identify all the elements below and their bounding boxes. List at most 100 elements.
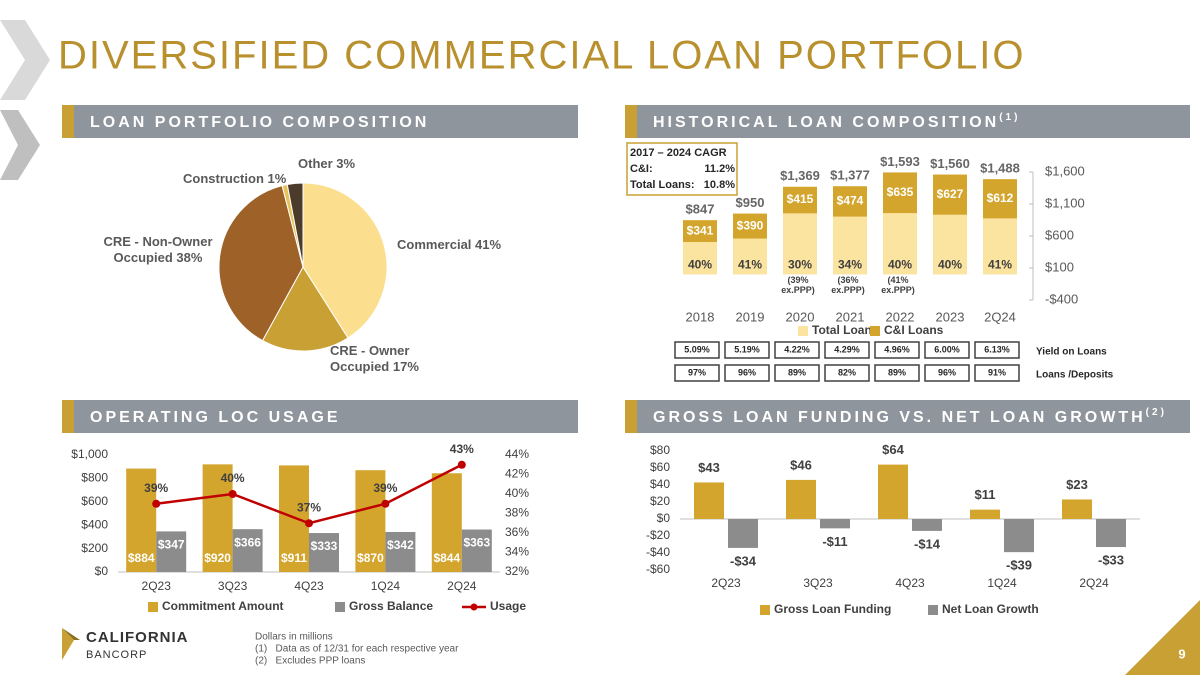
y2-tick-label: 34% xyxy=(505,545,529,559)
label-part: 41% xyxy=(475,237,502,252)
ci-bar xyxy=(683,220,717,243)
bar-label: $363 xyxy=(463,536,490,550)
legend-swatch xyxy=(335,602,345,612)
logo-mark xyxy=(62,628,80,640)
x-tick-label: 2Q23 xyxy=(711,576,741,590)
usage-label: 39% xyxy=(144,481,168,495)
metric-box xyxy=(724,364,770,382)
x-tick-label: 2019 xyxy=(736,309,765,324)
share-label: 41% xyxy=(738,258,762,272)
metric-box xyxy=(824,364,870,382)
metric-value: 4.29% xyxy=(834,344,860,354)
ci-label: $415 xyxy=(787,192,814,206)
y-tick-label: -$40 xyxy=(646,545,670,559)
usage-point xyxy=(381,499,390,508)
bar-label: $911 xyxy=(281,551,307,565)
y2-tick-label: 42% xyxy=(505,467,529,481)
cagr-value: 10.8% xyxy=(704,179,735,191)
label-part: CRE - Non-Owner Occupied xyxy=(103,234,213,265)
share-note: (41% ex.PPP) xyxy=(881,275,915,296)
metric-value: 96% xyxy=(938,367,956,377)
metric-box xyxy=(924,341,970,359)
y-tick-label: $20 xyxy=(650,494,670,508)
bar-label: $844 xyxy=(433,551,460,565)
y2-tick-label: 36% xyxy=(505,525,529,539)
total-label: $847 xyxy=(686,202,715,217)
logo-text: BANCORP xyxy=(86,649,147,661)
metric-box xyxy=(674,364,720,382)
x-tick-label: 2020 xyxy=(786,309,815,324)
pie-slice xyxy=(261,266,349,352)
bar xyxy=(385,531,416,572)
cagr-box xyxy=(626,142,738,196)
usage-label: 40% xyxy=(221,471,245,485)
legend-swatch xyxy=(928,605,938,615)
label-part: 3% xyxy=(336,156,356,171)
ci-label: $390 xyxy=(737,218,764,232)
y-tick-label: -$60 xyxy=(646,562,670,576)
legend-swatch xyxy=(760,605,770,615)
usage-label: 37% xyxy=(297,500,321,514)
panel-header xyxy=(62,105,578,138)
legend-swatch xyxy=(148,602,158,612)
metric-box xyxy=(824,341,870,359)
y-tick-label: -$400 xyxy=(1045,291,1078,306)
panel-header xyxy=(62,400,578,433)
share-note: (36% ex.PPP) xyxy=(831,275,865,296)
legend-swatch xyxy=(870,326,880,336)
legend-label: Gross Balance xyxy=(349,599,433,613)
usage-label: 39% xyxy=(373,481,397,495)
pie-slice xyxy=(218,185,304,342)
footnote: (2) Excludes PPP loans xyxy=(255,656,365,667)
bar-label: $870 xyxy=(357,551,384,565)
total-label: $1,560 xyxy=(930,156,970,171)
panel-title: OPERATING LOC USAGE xyxy=(90,409,341,426)
bar-label: $920 xyxy=(204,551,231,565)
x-tick-label: 1Q24 xyxy=(371,579,401,593)
x-tick-label: 3Q23 xyxy=(803,576,833,590)
metric-value: 97% xyxy=(688,367,706,377)
ci-bar xyxy=(833,186,867,217)
pie-slice xyxy=(286,182,304,268)
panel-title-text: LOAN PORTFOLIO COMPOSITION xyxy=(90,114,429,131)
bar xyxy=(156,531,187,572)
pie-label: CRE - Non-Owner Occupied 38% xyxy=(98,234,218,266)
bar-label: $11 xyxy=(975,487,996,502)
ci-bar xyxy=(783,186,817,214)
panel-header xyxy=(625,105,1190,138)
x-tick-label: 2Q24 xyxy=(447,579,477,593)
bar-label: -$39 xyxy=(1006,558,1032,573)
panel-title-text: OPERATING LOC USAGE xyxy=(90,409,341,426)
chevron xyxy=(0,110,40,180)
legend-label: Commitment Amount xyxy=(162,599,284,613)
label-part: Commercial xyxy=(397,237,472,252)
metric-box xyxy=(774,364,820,382)
bar xyxy=(126,468,157,572)
y-tick-label: $0 xyxy=(657,511,671,525)
x-tick-label: 2023 xyxy=(936,309,965,324)
x-tick-label: 2018 xyxy=(686,309,715,324)
pie-label: CRE - Owner Occupied 17% xyxy=(330,343,430,375)
pie-label: Other 3% xyxy=(298,156,378,172)
y2-tick-label: 40% xyxy=(505,486,529,500)
bar xyxy=(1062,499,1092,519)
x-tick-label: 2021 xyxy=(836,309,865,324)
bar-label: $884 xyxy=(128,551,155,565)
chevron xyxy=(0,20,50,100)
footnote: (1) Data as of 12/31 for each respective… xyxy=(255,644,459,655)
usage-point xyxy=(457,460,466,469)
cagr-title: 2017 – 2024 CAGR xyxy=(630,147,727,159)
metric-box xyxy=(724,341,770,359)
metric-box xyxy=(774,341,820,359)
x-tick-label: 3Q23 xyxy=(218,579,248,593)
label-part: Construction xyxy=(183,171,264,186)
pie-label: Construction 1% xyxy=(183,171,293,187)
x-tick-label: 4Q23 xyxy=(294,579,324,593)
total-label: $1,593 xyxy=(880,154,920,169)
bar xyxy=(912,519,942,531)
metric-box xyxy=(874,364,920,382)
bar xyxy=(431,473,462,572)
x-tick-label: 2022 xyxy=(886,309,915,324)
metric-value: 4.96% xyxy=(884,344,910,354)
